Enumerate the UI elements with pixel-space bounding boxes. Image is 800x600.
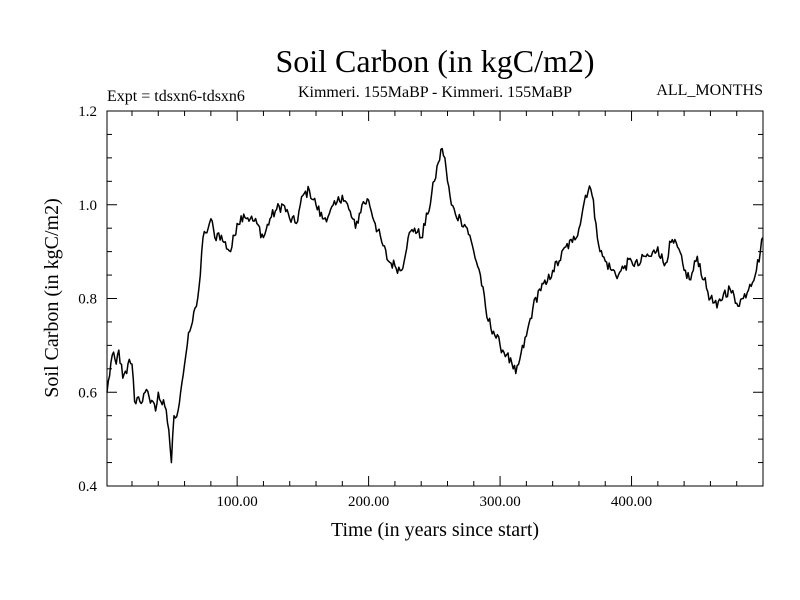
chart-title: Soil Carbon (in kgC/m2) — [275, 43, 594, 79]
x-axis-label: Time (in years since start) — [331, 519, 539, 541]
y-tick-label: 0.8 — [78, 292, 97, 308]
period-label: Kimmeri. 155MaBP - Kimmeri. 155MaBP — [298, 84, 572, 101]
x-tick-label: 300.00 — [479, 494, 520, 510]
months-label: ALL_MONTHS — [656, 82, 763, 99]
y-tick-label: 1.2 — [78, 104, 97, 120]
tick-labels: 100.00 200.00 300.00 400.00 0.4 0.6 0.8 1.0 1.2 — [78, 104, 652, 510]
series-line — [106, 147, 764, 464]
x-tick-label: 200.00 — [348, 494, 389, 510]
y-tick-label: 0.6 — [78, 385, 97, 401]
y-tick-label: 1.0 — [78, 198, 97, 214]
axis-ticks — [107, 110, 763, 487]
y-axis-label: Soil Carbon (in kgC/m2) — [41, 198, 63, 397]
x-tick-label: 100.00 — [217, 494, 258, 510]
y-tick-label: 0.4 — [78, 479, 97, 495]
x-tick-label: 400.00 — [611, 494, 652, 510]
experiment-label: Expt = tdsxn6-tdsxn6 — [107, 88, 245, 105]
plot-frame — [106, 110, 764, 487]
